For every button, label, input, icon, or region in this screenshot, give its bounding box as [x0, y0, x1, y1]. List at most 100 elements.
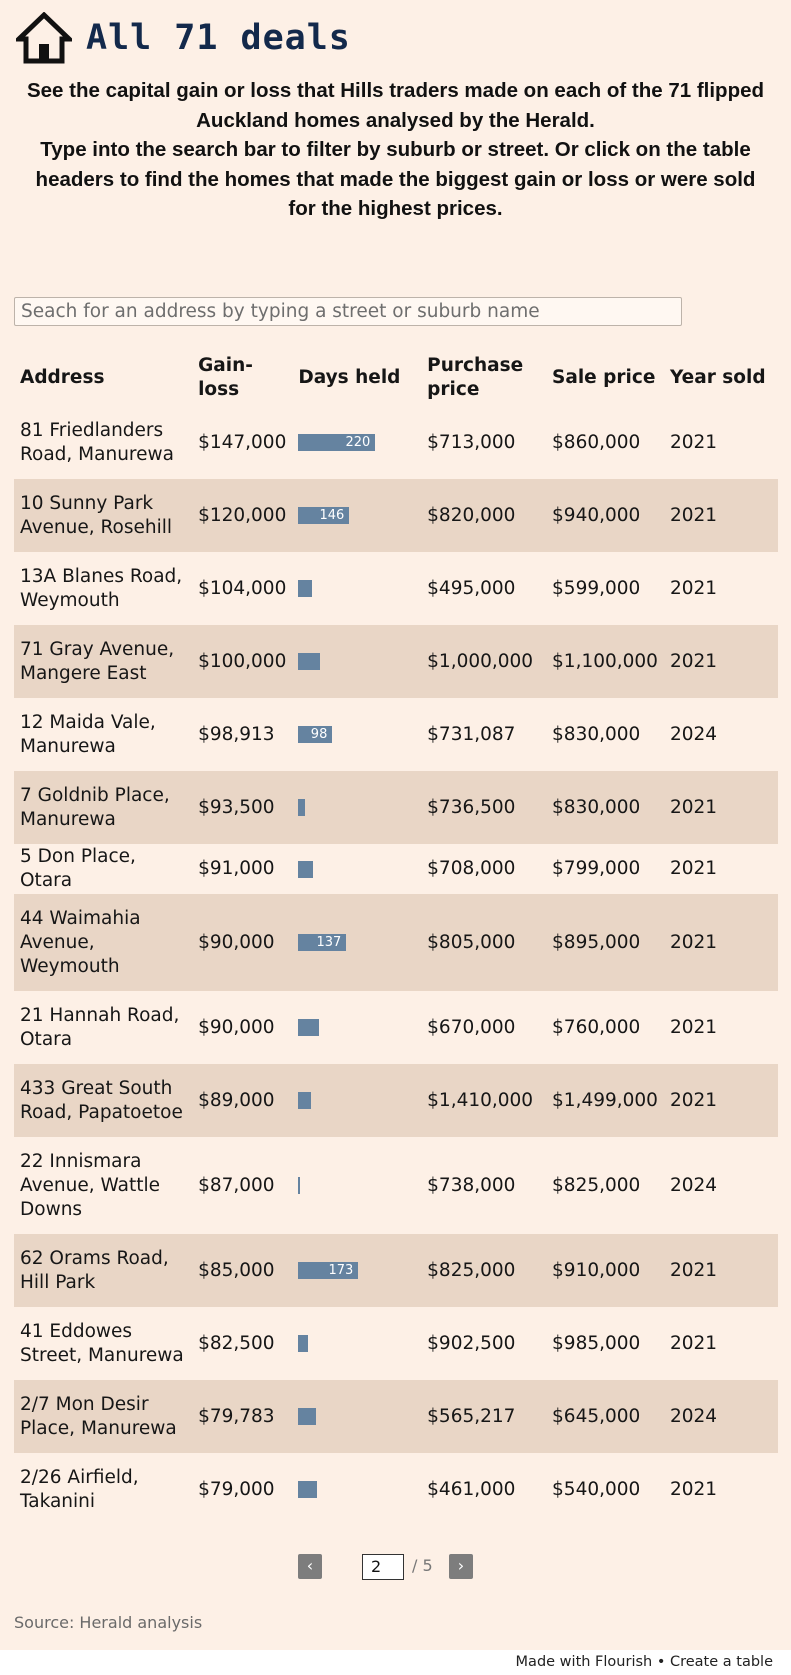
cell-year-sold: 2021	[669, 577, 718, 599]
days-held-bar-track	[298, 1092, 415, 1109]
cell-gain-loss: $79,783	[198, 1405, 275, 1427]
cell-sale-price: $985,000	[552, 1332, 641, 1354]
table-row: 5 Don Place, Otara $91,000 $708,000 $799,00…	[14, 844, 778, 894]
table-row: 10 Sunny Park Avenue, Rosehill $120,000 14…	[14, 479, 778, 552]
cell-days-held	[292, 1307, 421, 1380]
page-number-input[interactable]: 2	[362, 1554, 404, 1580]
cell-purchase-price: $825,000	[427, 1259, 516, 1281]
cell-year-sold: 2021	[669, 1332, 718, 1354]
days-held-bar	[298, 1481, 318, 1498]
header-address[interactable]: Address	[20, 367, 105, 388]
pagination: ‹ 2 / 5 ›	[0, 1554, 791, 1580]
flourish-footer-link[interactable]: Made with Flourish • Create a table	[515, 1654, 773, 1670]
cell-days-held	[292, 625, 421, 698]
header-purchase-price[interactable]: Purchase price	[427, 355, 524, 400]
days-held-bar: 173	[298, 1262, 359, 1279]
cell-sale-price: $830,000	[552, 723, 641, 745]
cell-days-held	[292, 991, 421, 1064]
cell-days-held: 220	[292, 406, 421, 479]
intro-line-2: Type into the search bar to filter by su…	[35, 138, 756, 220]
cell-purchase-price: $713,000	[427, 431, 516, 453]
table-row: 13A Blanes Road, Weymouth $104,000 $495,00…	[14, 552, 778, 625]
cell-sale-price: $599,000	[552, 577, 641, 599]
deals-table: Address Gain-loss Days held Purchase pri…	[14, 350, 778, 1526]
cell-purchase-price: $1,410,000	[427, 1089, 534, 1111]
cell-gain-loss: $120,000	[198, 504, 287, 526]
cell-days-held	[292, 552, 421, 625]
header-year-sold[interactable]: Year sold	[669, 367, 766, 388]
table-row: 41 Eddowes Street, Manurewa $82,500 $902,5…	[14, 1307, 778, 1380]
cell-gain-loss: $91,000	[198, 858, 275, 879]
cell-days-held	[292, 771, 421, 844]
cell-purchase-price: $738,000	[427, 1174, 516, 1196]
cell-address: 10 Sunny Park Avenue, Rosehill	[20, 492, 173, 538]
table-row: 2/7 Mon Desir Place, Manurewa $79,783 $565…	[14, 1380, 778, 1453]
days-held-bar	[298, 653, 321, 670]
days-held-bar-track: 137	[298, 934, 415, 951]
cell-year-sold: 2021	[669, 796, 718, 818]
cell-address: 433 Great South Road, Papatoetoe	[20, 1077, 183, 1123]
intro-line-1: See the capital gain or loss that Hills …	[26, 79, 765, 132]
cell-address: 7 Goldnib Place, Manurewa	[20, 784, 170, 830]
house-icon	[16, 12, 72, 64]
cell-gain-loss: $104,000	[198, 577, 287, 599]
cell-gain-loss: $85,000	[198, 1259, 275, 1281]
days-held-bar-track	[298, 653, 415, 670]
days-held-bar-track	[298, 580, 415, 597]
cell-sale-price: $1,499,000	[552, 1089, 658, 1111]
cell-year-sold: 2021	[669, 1089, 718, 1111]
cell-gain-loss: $79,000	[198, 1478, 275, 1500]
table-row: 21 Hannah Road, Otara $90,000 $670,000 $760…	[14, 991, 778, 1064]
days-held-bar-track: 220	[298, 434, 415, 451]
days-held-bar	[298, 580, 313, 597]
cell-purchase-price: $708,000	[427, 858, 516, 879]
cell-gain-loss: $100,000	[198, 650, 287, 672]
cell-gain-loss: $90,000	[198, 1016, 275, 1038]
next-page-button[interactable]: ›	[449, 1554, 473, 1579]
table-header-row: Address Gain-loss Days held Purchase pri…	[14, 350, 778, 406]
days-held-bar-track	[298, 1335, 415, 1352]
cell-purchase-price: $461,000	[427, 1478, 516, 1500]
search-input[interactable]: Seach for an address by typing a street …	[14, 297, 682, 326]
cell-address: 2/26 Airfield, Takanini	[20, 1466, 139, 1512]
table-row: 7 Goldnib Place, Manurewa $93,500 $736,500…	[14, 771, 778, 844]
cell-address: 81 Friedlanders Road, Manurewa	[20, 419, 174, 465]
prev-page-button[interactable]: ‹	[298, 1554, 322, 1579]
days-held-bar-track	[298, 860, 415, 878]
days-held-bar: 137	[298, 934, 347, 951]
days-held-bar-track	[298, 1177, 415, 1194]
cell-sale-price: $830,000	[552, 796, 641, 818]
days-held-bar: 98	[298, 726, 333, 743]
cell-gain-loss: $90,000	[198, 931, 275, 953]
cell-year-sold: 2021	[669, 1016, 718, 1038]
table-row: 44 Waimahia Avenue, Weymouth $90,000 137 $8…	[14, 894, 778, 991]
header-days-held[interactable]: Days held	[298, 367, 401, 388]
cell-year-sold: 2021	[669, 504, 718, 526]
cell-days-held: 98	[292, 698, 421, 771]
page-title: All 71 deals	[86, 18, 351, 58]
cell-days-held	[292, 1064, 421, 1137]
header-gain-loss[interactable]: Gain-loss	[198, 355, 253, 400]
cell-sale-price: $540,000	[552, 1478, 641, 1500]
cell-address: 5 Don Place, Otara	[20, 846, 136, 891]
cell-days-held: 173	[292, 1234, 421, 1307]
cell-days-held	[292, 844, 421, 894]
cell-gain-loss: $98,913	[198, 723, 275, 745]
cell-address: 41 Eddowes Street, Manurewa	[20, 1320, 184, 1366]
cell-purchase-price: $820,000	[427, 504, 516, 526]
cell-year-sold: 2024	[669, 1405, 718, 1427]
cell-year-sold: 2024	[669, 723, 718, 745]
cell-address: 13A Blanes Road, Weymouth	[20, 565, 183, 611]
cell-sale-price: $760,000	[552, 1016, 641, 1038]
cell-sale-price: $895,000	[552, 931, 641, 953]
table-row: 81 Friedlanders Road, Manurewa $147,000 22…	[14, 406, 778, 479]
cell-purchase-price: $670,000	[427, 1016, 516, 1038]
cell-address: 44 Waimahia Avenue, Weymouth	[20, 907, 141, 977]
cell-year-sold: 2021	[669, 1259, 718, 1281]
days-held-bar-track	[298, 1019, 415, 1036]
cell-gain-loss: $93,500	[198, 796, 275, 818]
header-sale-price[interactable]: Sale price	[552, 367, 656, 388]
days-held-bar: 146	[298, 507, 350, 524]
cell-year-sold: 2021	[669, 431, 718, 453]
